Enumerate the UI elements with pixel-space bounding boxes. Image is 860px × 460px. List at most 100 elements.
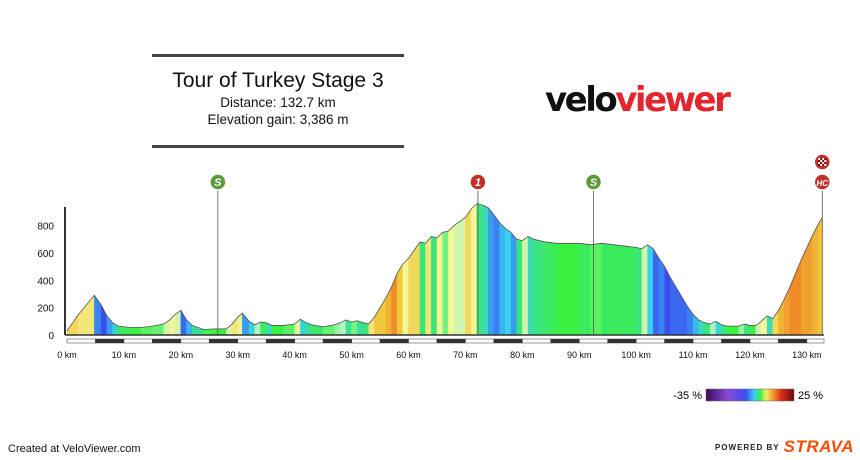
profile-segment [812, 224, 819, 336]
profile-segment [567, 243, 580, 336]
x-tick-label: 10 km [112, 350, 137, 360]
profile-segment [516, 238, 523, 336]
finish-flag-icon [822, 164, 825, 166]
profile-outline [66, 203, 823, 332]
distance-scale-block [123, 338, 153, 344]
profile-segment [226, 323, 233, 336]
finish-flag-icon [818, 160, 821, 162]
profile-segment [653, 248, 660, 336]
x-tick-label: 100 km [621, 350, 651, 360]
logo-part-2: viewer [615, 80, 731, 120]
distance-scale-block [749, 338, 779, 344]
profile-segment [442, 230, 449, 336]
profile-segment [681, 295, 688, 336]
profile-segment [345, 319, 352, 336]
distance-scale-block [351, 338, 381, 344]
distance-scale-block [522, 338, 552, 344]
climb-marker-label: HC [817, 179, 829, 188]
profile-segment [391, 273, 398, 336]
profile-segment [396, 263, 404, 336]
distance-scale-block [550, 338, 580, 344]
profile-segment [590, 243, 603, 336]
title-box: Tour of Turkey Stage 3 Distance: 132.7 k… [152, 54, 404, 148]
x-tick-label: 50 km [339, 350, 364, 360]
created-at-text: Created at VeloViewer.com [8, 443, 141, 455]
profile-segment [448, 225, 455, 336]
y-tick-label: 200 [37, 304, 54, 315]
profile-segment [78, 307, 85, 336]
y-tick-label: 0 [48, 331, 54, 342]
profile-segment [482, 204, 489, 336]
profile-segment [231, 316, 238, 336]
profile-segment [556, 243, 569, 336]
profile-segment [436, 231, 443, 336]
profile-segment [801, 247, 808, 336]
x-tick-label: 80 km [510, 350, 535, 360]
finish-flag-icon [820, 162, 823, 164]
distance-scale-block [408, 338, 438, 344]
profile-segment [453, 221, 460, 336]
veloviewer-logo: veloviewer [545, 80, 731, 120]
profile-segment [499, 222, 506, 336]
x-tick-label: 120 km [735, 350, 765, 360]
sprint-marker-label: S [590, 177, 598, 189]
x-tick-label: 70 km [453, 350, 478, 360]
x-tick-label: 30 km [225, 350, 250, 360]
profile-segment [601, 243, 614, 336]
profile-segment [783, 287, 791, 336]
distance-scale-block [579, 338, 608, 344]
profile-segment [749, 325, 756, 336]
profile-segment [402, 257, 409, 336]
profile-segment [641, 244, 648, 336]
distance-scale-block [493, 338, 523, 344]
logo-part-1: velo [545, 80, 618, 120]
distance-scale-block [664, 338, 694, 344]
distance-scale-block [237, 338, 267, 344]
distance-scale-block [607, 338, 637, 344]
finish-flag-icon [820, 158, 823, 160]
profile-segment [493, 213, 500, 336]
profile-segment [431, 236, 438, 336]
profile-segments [66, 203, 823, 336]
profile-segment [470, 203, 478, 336]
distance-scale-block [95, 338, 125, 344]
profile-segment [789, 273, 796, 336]
profile-segment [214, 328, 227, 336]
powered-by-text: POWERED BY [714, 443, 780, 452]
profile-segment [368, 316, 375, 336]
profile-segment [94, 294, 102, 336]
profile-segment [362, 322, 369, 336]
profile-segment [527, 236, 534, 336]
distance-scale-block [265, 338, 295, 344]
finish-flag-icon [822, 158, 825, 160]
distance-scale-block [806, 338, 825, 344]
x-tick-label: 90 km [567, 350, 592, 360]
y-tick-label: 600 [37, 249, 54, 260]
distance-scale-block [721, 338, 751, 344]
y-tick-label: 400 [37, 276, 54, 287]
y-tick-label: 800 [37, 222, 54, 233]
distance-scale-block [465, 338, 495, 344]
profile-segment [624, 245, 637, 336]
finish-flag-icon [822, 160, 825, 162]
profile-segment [408, 249, 415, 336]
profile-segment [266, 322, 273, 336]
profile-segment [129, 327, 142, 336]
finish-flag-icon [824, 162, 827, 164]
profile-segment [635, 247, 643, 336]
profile-segment [744, 323, 751, 336]
distance-text: Distance: 132.7 km [220, 95, 336, 110]
x-tick-label: 130 km [792, 350, 822, 360]
profile-segment [180, 309, 187, 336]
profile-segment [704, 322, 711, 336]
profile-segment [487, 207, 495, 336]
profile-segment [664, 266, 671, 336]
profile-segment [579, 243, 591, 336]
legend-max-label: 25 % [798, 390, 823, 402]
finish-flag-icon [822, 162, 825, 164]
finish-flag-icon [824, 164, 827, 166]
profile-segment [727, 325, 739, 336]
profile-segment [271, 325, 284, 336]
profile-segment [413, 241, 421, 336]
